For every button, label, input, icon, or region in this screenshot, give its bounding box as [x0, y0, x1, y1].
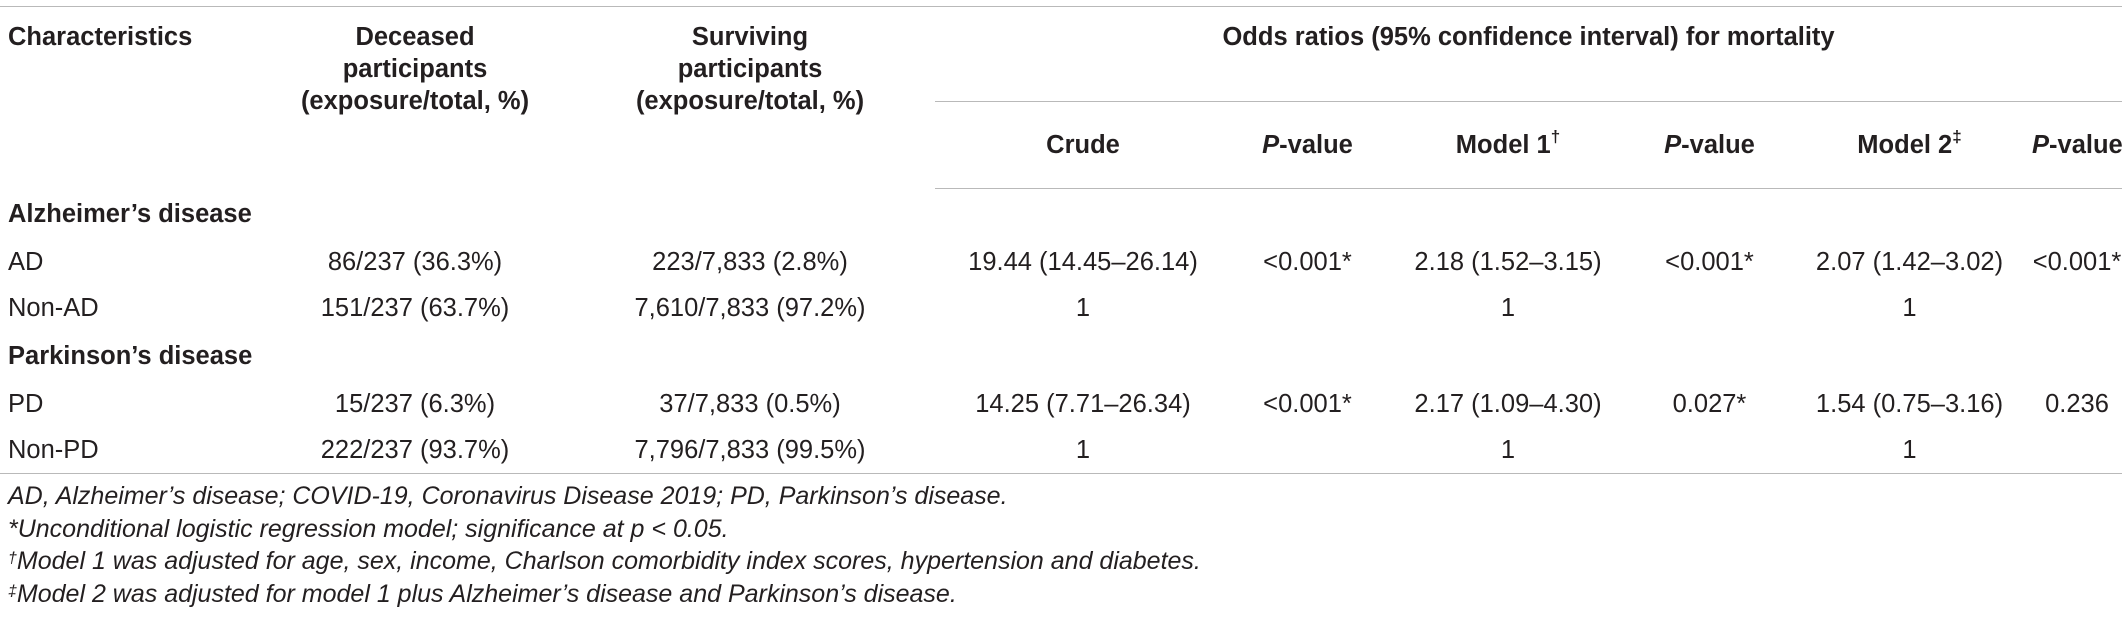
cell-crude: 1 — [1075, 293, 1091, 322]
cell-model1: 2.17 (1.09–4.30) — [1414, 389, 1602, 418]
row-label: PD — [8, 389, 44, 418]
dagger-mark: † — [8, 550, 17, 567]
footnote-model1: †Model 1 was adjusted for age, sex, inco… — [8, 545, 1201, 578]
header-p-model1: P-value — [1632, 101, 1787, 189]
table-row: Non-AD 151/237 (63.7%) 7,610/7,833 (97.2… — [0, 285, 2122, 331]
row-label: Non-AD — [8, 293, 99, 322]
cell-p-model2: 0.236 — [2045, 389, 2109, 418]
cell-p-model1: <0.001* — [1665, 247, 1754, 276]
cell-p-crude — [1231, 285, 1384, 331]
cell-surviving: 37/7,833 (0.5%) — [659, 389, 841, 418]
section-title: Alzheimer’s disease — [8, 199, 252, 228]
header-row-sub: Crude P-value Model 1† P-value Model 2‡ … — [0, 101, 2122, 189]
cell-p-crude — [1231, 427, 1384, 474]
cell-crude: 19.44 (14.45–26.14) — [968, 247, 1198, 276]
cell-p-model2 — [2032, 427, 2122, 474]
cell-model2: 1.54 (0.75–3.16) — [1815, 389, 2004, 418]
footnote-significance: *Unconditional logistic regression model… — [8, 514, 729, 543]
header-p-crude: P-value — [1231, 101, 1384, 189]
header-characteristics: Characteristics — [8, 23, 193, 51]
results-table: Characteristics Deceased participants (e… — [0, 6, 2122, 474]
cell-deceased: 15/237 (6.3%) — [334, 389, 496, 418]
cell-deceased: 151/237 (63.7%) — [320, 293, 510, 322]
cell-deceased: 86/237 (36.3%) — [327, 247, 503, 276]
cell-surviving: 223/7,833 (2.8%) — [652, 247, 848, 276]
cell-p-crude: <0.001* — [1263, 389, 1352, 418]
row-label: AD — [8, 247, 44, 276]
cell-surviving: 7,610/7,833 (97.2%) — [634, 293, 866, 322]
row-label: Non-PD — [0, 427, 265, 474]
table-footnotes: AD, Alzheimer’s disease; COVID-19, Coron… — [8, 480, 1201, 610]
header-deceased: Deceased participants (exposure/total, %… — [300, 23, 530, 115]
cell-p-model1 — [1632, 285, 1787, 331]
header-surviving: Surviving participants (exposure/total, … — [635, 23, 865, 115]
header-row-top: Characteristics Deceased participants (e… — [0, 6, 2122, 115]
cell-model2: 1 — [1787, 427, 2032, 474]
footnote-abbreviations: AD, Alzheimer’s disease; COVID-19, Coron… — [8, 482, 1008, 510]
cell-deceased: 222/237 (93.7%) — [265, 427, 565, 474]
cell-p-crude: <0.001* — [1263, 247, 1352, 276]
cell-p-model1 — [1632, 427, 1787, 474]
footnote-model1-text: Model 1 was adjusted for age, sex, incom… — [16, 547, 1201, 575]
cell-p-model1: 0.027* — [1672, 389, 1747, 418]
cell-crude: 1 — [935, 427, 1231, 474]
cell-model1: 1 — [1384, 427, 1632, 474]
section-row-alzheimers: Alzheimer’s disease — [0, 189, 2122, 240]
cell-crude: 14.25 (7.71–26.34) — [975, 389, 1191, 418]
header-odds-ratios: Odds ratios (95% confidence interval) fo… — [935, 6, 2122, 102]
cell-model1: 2.18 (1.52–3.15) — [1414, 247, 1602, 276]
cell-model2: 1 — [1902, 293, 1917, 322]
cell-model1: 1 — [1500, 293, 1516, 322]
table-row: Non-PD 222/237 (93.7%) 7,796/7,833 (99.5… — [0, 427, 2122, 474]
table-row: AD 86/237 (36.3%) 223/7,833 (2.8%) 19.44… — [0, 239, 2122, 285]
header-crude: Crude — [935, 101, 1231, 189]
header-model1: Model 1† — [1384, 101, 1632, 189]
footnote-model2: ‡Model 2 was adjusted for model 1 plus A… — [8, 578, 1201, 611]
section-row-parkinsons: Parkinson’s disease — [0, 331, 2122, 381]
section-title: Parkinson’s disease — [8, 341, 253, 370]
footnote-model2-text: Model 2 was adjusted for model 1 plus Al… — [16, 579, 957, 608]
cell-surviving: 7,796/7,833 (99.5%) — [565, 427, 935, 474]
cell-p-model2: <0.001* — [2032, 247, 2122, 276]
header-model2: Model 2‡ — [1787, 101, 2032, 189]
header-p-model2: P-value — [2032, 101, 2122, 189]
double-dagger-mark: ‡ — [8, 582, 17, 600]
cell-p-model2 — [2032, 285, 2122, 331]
table-row: PD 15/237 (6.3%) 37/7,833 (0.5%) 14.25 (… — [0, 381, 2122, 427]
cell-model2: 2.07 (1.42–3.02) — [1815, 247, 2004, 276]
